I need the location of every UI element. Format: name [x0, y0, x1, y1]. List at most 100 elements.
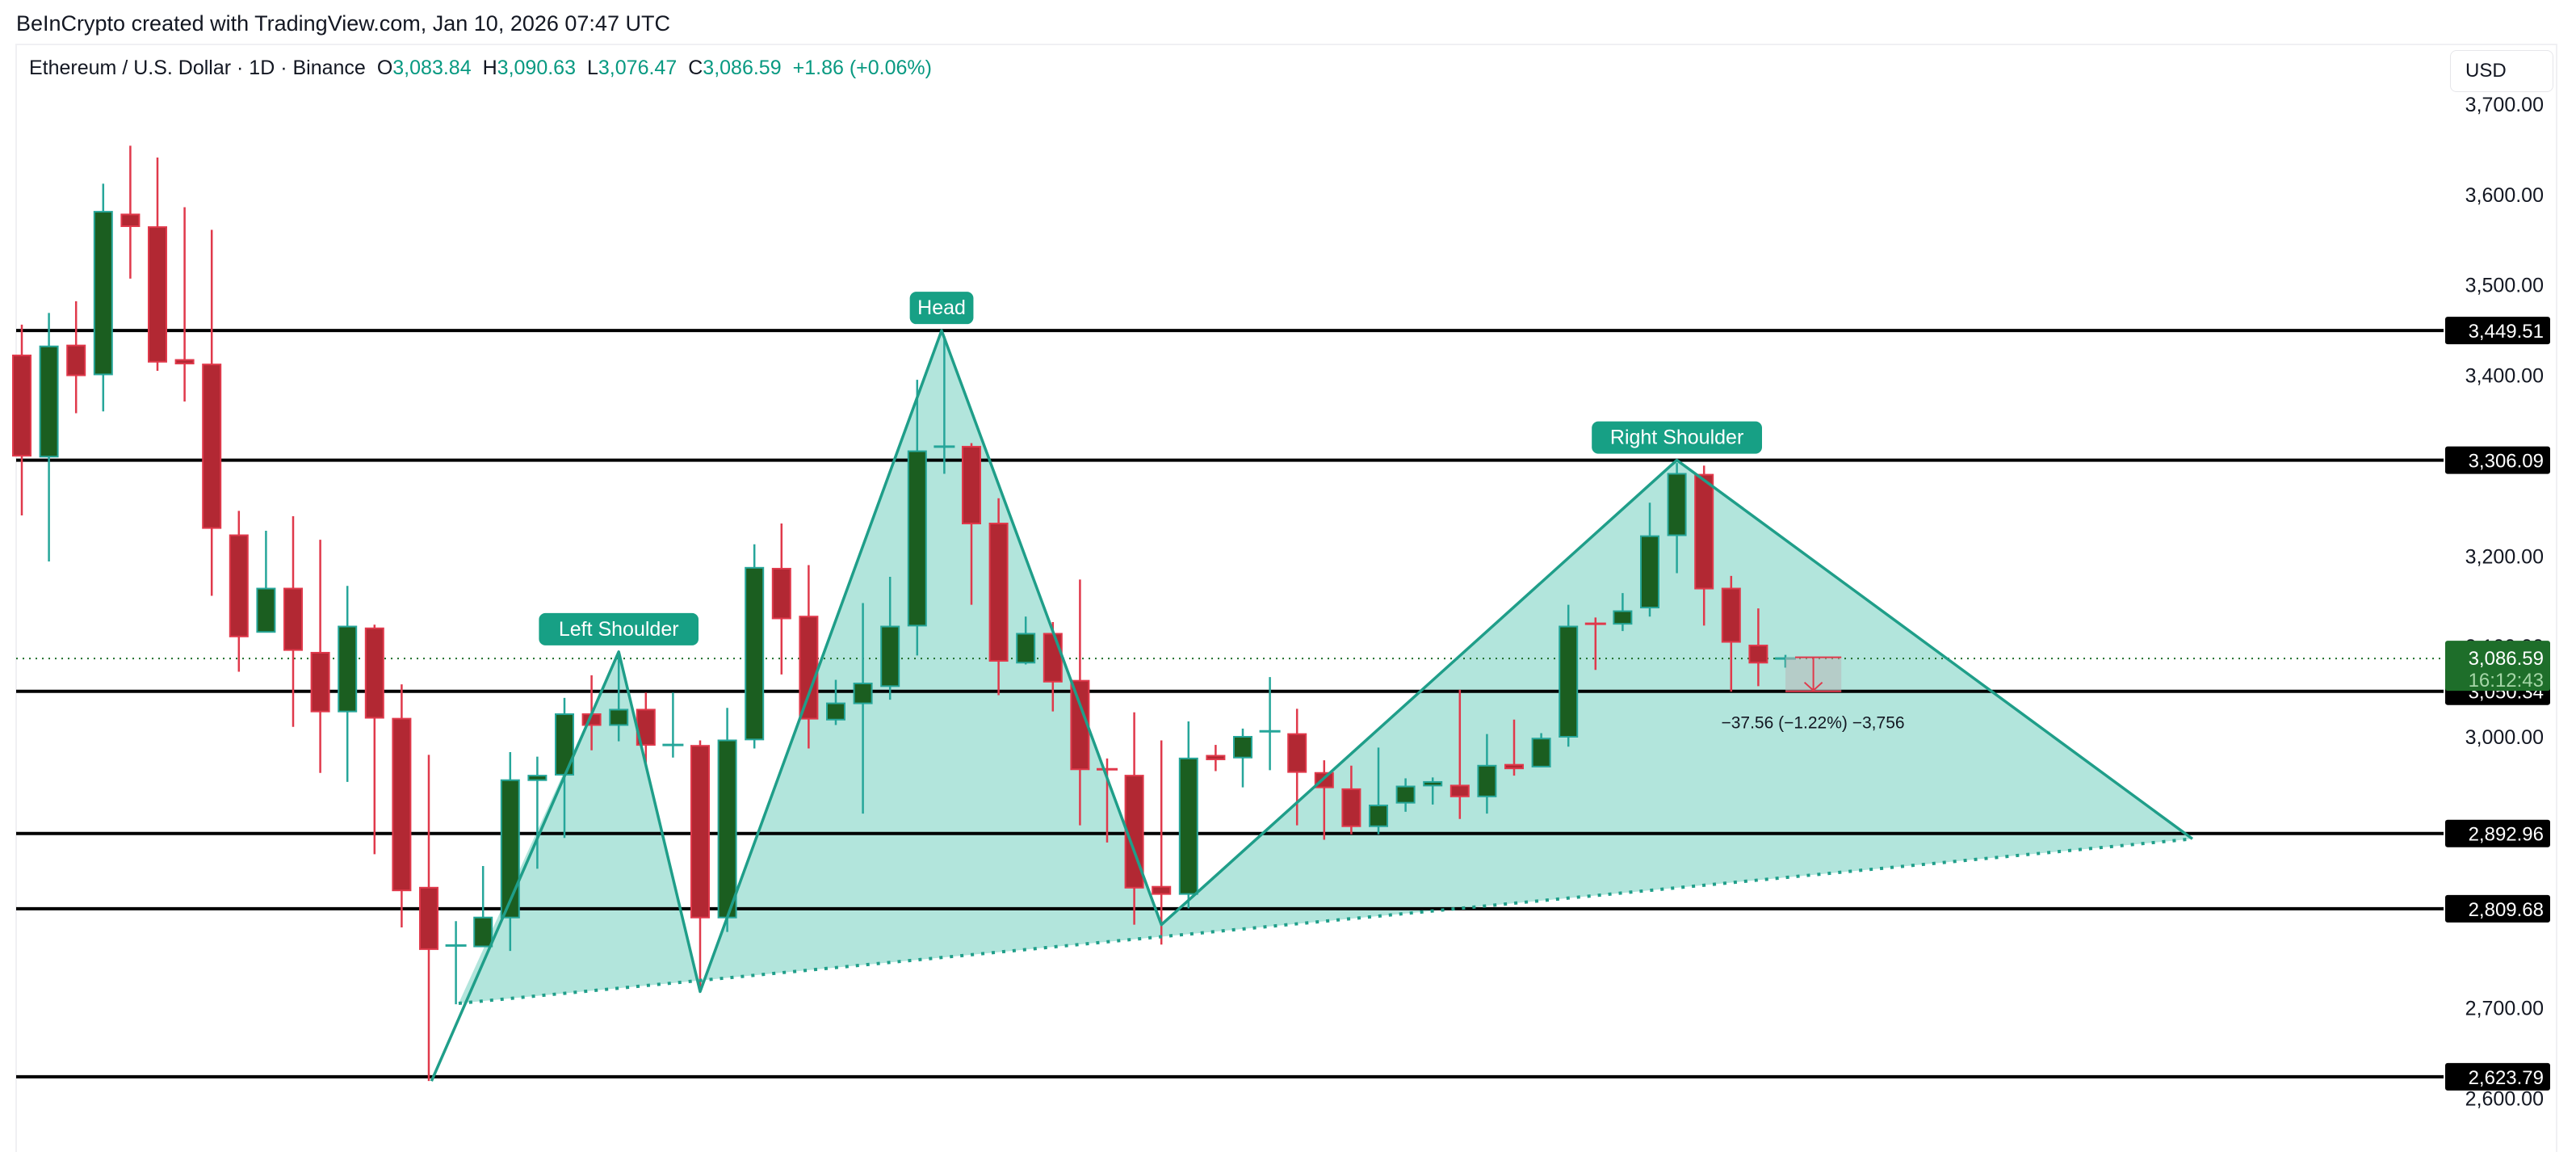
- currency-button[interactable]: USD: [2450, 50, 2553, 92]
- change-value: +1.86 (+0.06%): [792, 57, 932, 79]
- candle-body[interactable]: [419, 886, 438, 950]
- candle-body[interactable]: [1640, 535, 1659, 609]
- level-price-text: 3,449.51: [2469, 321, 2544, 343]
- candle-body[interactable]: [1477, 764, 1497, 797]
- candle-body[interactable]: [1531, 738, 1551, 767]
- candle-body[interactable]: [1423, 780, 1443, 787]
- chart-frame: [15, 44, 2557, 1152]
- candle-body[interactable]: [609, 708, 629, 726]
- candle-body[interactable]: [717, 739, 737, 919]
- candle-body[interactable]: [174, 359, 195, 365]
- candle-body[interactable]: [853, 683, 873, 704]
- y-axis-tick: 3,400.00: [2465, 365, 2544, 388]
- candle-body[interactable]: [66, 344, 86, 376]
- measure-label: −37.56 (−1.22%) −3,756: [1721, 714, 1904, 733]
- candle-body[interactable]: [1287, 733, 1307, 773]
- last-price-text: 3,086.59: [2469, 648, 2544, 670]
- level-price-text: 2,892.96: [2469, 824, 2544, 846]
- candle-body[interactable]: [555, 713, 574, 776]
- candle-body[interactable]: [1504, 763, 1524, 770]
- candle-body[interactable]: [1152, 885, 1172, 895]
- pattern-label-badge[interactable]: [909, 292, 974, 325]
- candle-body[interactable]: [771, 567, 791, 620]
- level-price-label: [2445, 317, 2550, 345]
- high-label: H: [482, 57, 497, 79]
- candle-body[interactable]: [745, 566, 765, 741]
- candle-body[interactable]: [1559, 625, 1579, 738]
- candle-body[interactable]: [12, 354, 31, 457]
- candle-body[interactable]: [256, 587, 276, 633]
- y-axis-tick: 3,500.00: [2465, 275, 2544, 297]
- pattern-fill: [458, 330, 2193, 1003]
- neckline-dotted[interactable]: [458, 837, 2193, 1005]
- y-axis-tick: 2,600.00: [2465, 1087, 2544, 1110]
- candle-body[interactable]: [202, 364, 222, 529]
- candle-body[interactable]: [1395, 785, 1416, 804]
- level-price-text: 2,809.68: [2469, 899, 2544, 921]
- candle-body[interactable]: [500, 779, 520, 919]
- candle-body[interactable]: [229, 534, 249, 637]
- candle-body[interactable]: [283, 587, 303, 651]
- candle-body[interactable]: [338, 625, 358, 713]
- candle-body[interactable]: [799, 616, 819, 720]
- level-price-label: [2445, 446, 2550, 474]
- pattern-label-text: Right Shoulder: [1610, 427, 1743, 449]
- candle-body[interactable]: [1667, 473, 1687, 536]
- low-value: 3,076.47: [598, 57, 678, 79]
- candle-body[interactable]: [1694, 473, 1714, 590]
- y-axis-tick: 3,200.00: [2465, 545, 2544, 568]
- candle-body[interactable]: [1233, 736, 1252, 759]
- candle-body[interactable]: [473, 916, 493, 948]
- candle-body[interactable]: [93, 211, 113, 376]
- candle-body[interactable]: [527, 775, 548, 781]
- candle-body[interactable]: [907, 450, 927, 627]
- level-price-label: [2445, 1062, 2550, 1091]
- y-axis-tick: 2,700.00: [2465, 998, 2544, 1020]
- candle-body[interactable]: [826, 702, 845, 721]
- chart-credit: BeInCrypto created with TradingView.com,…: [16, 11, 670, 36]
- level-price-text: 3,306.09: [2469, 451, 2544, 473]
- level-price-text: 2,623.79: [2469, 1067, 2544, 1089]
- candle-body[interactable]: [39, 345, 59, 458]
- last-price-label: [2445, 641, 2550, 692]
- low-label: L: [587, 57, 598, 79]
- y-axis-tick: 3,600.00: [2465, 184, 2544, 207]
- candle-body[interactable]: [1450, 784, 1470, 797]
- candle-body[interactable]: [310, 651, 330, 713]
- close-value: 3,086.59: [703, 57, 782, 79]
- symbol-title[interactable]: Ethereum / U.S. Dollar · 1D · Binance: [29, 57, 366, 79]
- pattern-line[interactable]: [430, 329, 2194, 1082]
- high-value: 3,090.63: [497, 57, 576, 79]
- candle-body[interactable]: [1748, 645, 1768, 664]
- candle-body[interactable]: [690, 745, 710, 919]
- open-label: O: [376, 57, 393, 79]
- close-label: C: [688, 57, 703, 79]
- candle-body[interactable]: [1178, 757, 1198, 895]
- measure-arrowhead-icon: [1803, 681, 1823, 692]
- candle-body[interactable]: [364, 627, 384, 719]
- candle-body[interactable]: [1206, 755, 1226, 760]
- pattern-label-text: Left Shoulder: [559, 618, 679, 641]
- candle-body[interactable]: [120, 213, 141, 227]
- candle-body[interactable]: [1341, 788, 1361, 827]
- pattern-label-badge[interactable]: [1592, 421, 1762, 454]
- y-axis-tick: 3,000.00: [2465, 726, 2544, 749]
- candle-body[interactable]: [148, 226, 167, 363]
- level-price-label: [2445, 894, 2550, 923]
- candle-body[interactable]: [988, 523, 1009, 662]
- candle-body[interactable]: [880, 625, 900, 687]
- candle-body[interactable]: [1016, 633, 1036, 664]
- candle-body[interactable]: [392, 717, 412, 892]
- candle-body[interactable]: [1613, 610, 1633, 625]
- candle-body[interactable]: [1721, 587, 1741, 643]
- candle-body[interactable]: [962, 445, 981, 525]
- level-price-label: [2445, 819, 2550, 847]
- open-value: 3,083.84: [392, 57, 472, 79]
- candle-body[interactable]: [1043, 633, 1063, 683]
- pattern-label-badge[interactable]: [539, 612, 699, 645]
- y-axis-tick: 3,700.00: [2465, 94, 2544, 116]
- pattern-label-text: Head: [917, 296, 966, 319]
- candle-body[interactable]: [1369, 805, 1388, 827]
